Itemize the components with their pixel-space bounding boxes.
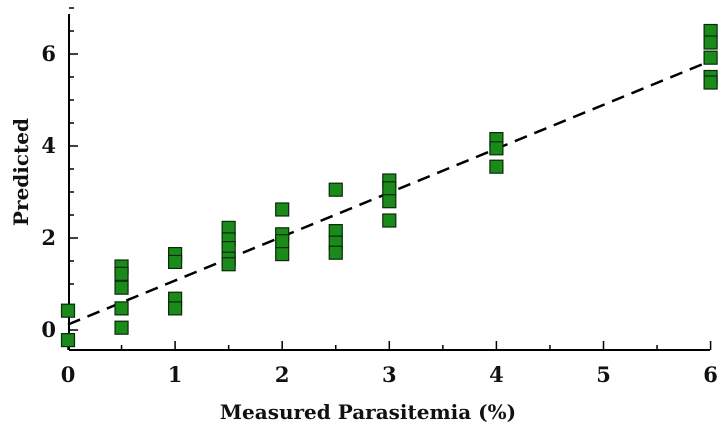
- data-point: [382, 213, 397, 228]
- data-point: [114, 320, 129, 335]
- axes: [67, 7, 712, 351]
- y-tick-labels: 0 2 4 6: [41, 41, 56, 342]
- data-point: [168, 254, 183, 270]
- x-tick-label: 3: [382, 362, 397, 387]
- y-tick-label: 0: [41, 317, 56, 342]
- data-point: [60, 303, 76, 318]
- data-point: [275, 247, 290, 262]
- x-tick-label: 2: [275, 362, 290, 387]
- y-tick-label: 2: [41, 225, 56, 250]
- data-point: [328, 182, 343, 197]
- data-point: [275, 234, 290, 249]
- data-points: [60, 23, 718, 348]
- x-axis-title: Measured Parasitemia (%): [220, 400, 516, 424]
- data-point: [328, 245, 343, 260]
- data-point: [221, 257, 236, 272]
- data-point: [114, 280, 129, 295]
- data-point: [703, 35, 718, 50]
- data-point: [60, 333, 76, 348]
- data-point: [489, 159, 504, 174]
- data-point: [703, 75, 718, 90]
- data-point: [703, 50, 718, 65]
- x-tick-label: 5: [596, 362, 611, 387]
- y-axis-title: Predicted: [9, 118, 33, 226]
- x-tick-label: 6: [703, 362, 718, 387]
- x-tick-label: 0: [61, 362, 76, 387]
- x-tick-labels: 0 1 2 3 4 5 6: [61, 362, 718, 387]
- data-point: [275, 202, 290, 217]
- data-point: [382, 194, 397, 209]
- x-tick-label: 4: [489, 362, 504, 387]
- y-tick-label: 6: [41, 41, 56, 66]
- x-tick-label: 1: [168, 362, 183, 387]
- data-point: [382, 181, 397, 196]
- data-point: [114, 301, 129, 316]
- data-point: [168, 301, 183, 316]
- data-point: [489, 141, 504, 156]
- y-tick-label: 4: [41, 133, 56, 158]
- data-point: [114, 266, 129, 281]
